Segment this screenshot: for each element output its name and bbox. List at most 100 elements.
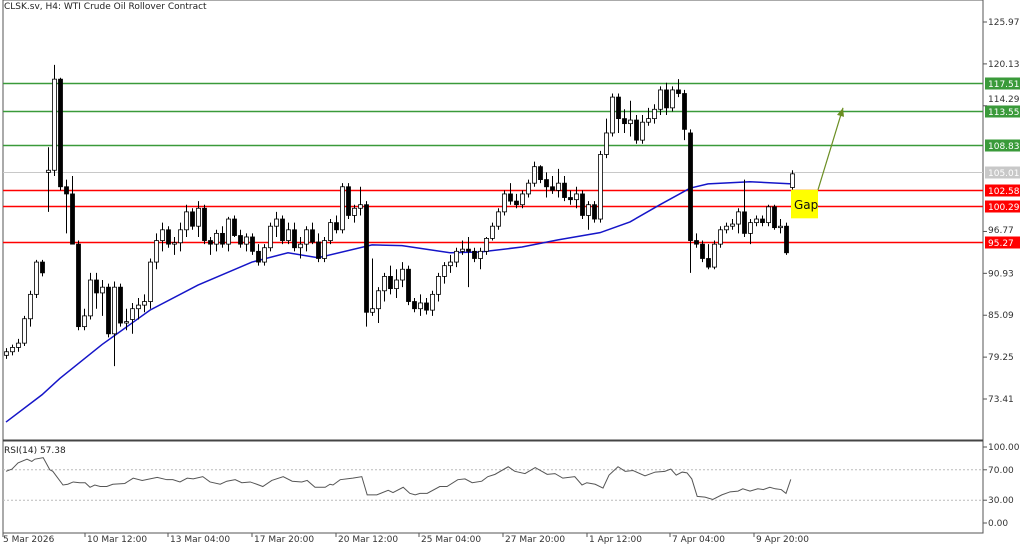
price-tick-label: 85.09 bbox=[988, 311, 1014, 321]
candle-bullish bbox=[370, 308, 375, 313]
candle-bearish bbox=[238, 235, 243, 245]
candle-bullish bbox=[10, 347, 15, 353]
candle-bullish bbox=[748, 222, 753, 234]
candle-bearish bbox=[616, 96, 621, 120]
candle-bullish bbox=[82, 315, 87, 328]
candle-bearish bbox=[166, 229, 171, 245]
price-label: 100.29 bbox=[988, 203, 1020, 213]
rsi-tick-label: 30.00 bbox=[988, 496, 1014, 506]
candle-bearish bbox=[364, 204, 369, 313]
candle-bullish bbox=[520, 193, 525, 206]
candle-bullish bbox=[736, 211, 741, 225]
candle-bullish bbox=[718, 229, 723, 245]
candle-bearish bbox=[292, 229, 297, 249]
time-label: 5 Mar 2026 bbox=[3, 535, 55, 545]
rsi-tick-label: 70.00 bbox=[988, 466, 1014, 476]
price-label: 102.58 bbox=[988, 187, 1020, 197]
price-label-box bbox=[985, 184, 1020, 197]
price-label-box bbox=[985, 77, 1020, 90]
candle-bullish bbox=[502, 193, 507, 213]
candle-bearish bbox=[538, 166, 543, 180]
main-pane-frame bbox=[2, 0, 984, 441]
candle-bullish bbox=[376, 290, 381, 310]
candle-bullish bbox=[490, 225, 495, 239]
candle-bullish bbox=[124, 321, 129, 324]
price-tick-label: 120.13 bbox=[988, 60, 1020, 70]
price-label-box bbox=[985, 200, 1020, 213]
candle-bullish bbox=[358, 204, 363, 209]
candle-bullish bbox=[766, 206, 771, 224]
candle-bearish bbox=[424, 302, 429, 311]
candle-bullish bbox=[298, 243, 303, 249]
candle-bearish bbox=[676, 89, 681, 94]
candle-bearish bbox=[592, 204, 597, 220]
candle-bullish bbox=[148, 261, 153, 302]
candle-bullish bbox=[778, 225, 783, 229]
candle-bullish bbox=[112, 286, 117, 335]
candle-bullish bbox=[160, 229, 165, 241]
candle-bearish bbox=[406, 268, 411, 302]
candle-bearish bbox=[64, 186, 69, 195]
candle-bullish bbox=[154, 240, 159, 263]
candle-bullish bbox=[640, 121, 645, 141]
candle-bullish bbox=[184, 211, 189, 231]
price-tick-label: 125.97 bbox=[988, 18, 1020, 28]
price-label-box bbox=[985, 236, 1020, 249]
candle-bearish bbox=[316, 241, 321, 259]
rsi-tick-label: 0.00 bbox=[988, 519, 1008, 529]
candle-bearish bbox=[58, 78, 63, 188]
candle-bullish bbox=[430, 293, 435, 311]
candle-bearish bbox=[742, 211, 747, 234]
price-label: 105.01 bbox=[988, 169, 1020, 179]
time-label: 1 Apr 12:00 bbox=[589, 535, 642, 545]
candle-bullish bbox=[28, 293, 33, 320]
candle-bullish bbox=[328, 222, 333, 241]
price-label: 108.83 bbox=[988, 142, 1020, 152]
price-label-box bbox=[985, 139, 1020, 152]
candle-bearish bbox=[706, 258, 711, 268]
candle-bullish bbox=[460, 248, 465, 252]
candle-bearish bbox=[388, 276, 393, 290]
candle-bearish bbox=[550, 186, 555, 191]
gap-label: Gap bbox=[794, 198, 818, 212]
candle-bullish bbox=[244, 236, 249, 245]
candle-bullish bbox=[790, 173, 795, 188]
price-tick-label: 90.93 bbox=[988, 269, 1014, 279]
candle-bullish bbox=[478, 250, 483, 259]
candle-bullish bbox=[262, 247, 267, 263]
candle-bullish bbox=[274, 218, 279, 227]
candle-bullish bbox=[394, 279, 399, 290]
candle-bearish bbox=[664, 89, 669, 109]
candle-bullish bbox=[130, 308, 135, 320]
candle-bullish bbox=[484, 238, 489, 252]
candle-bullish bbox=[628, 119, 633, 125]
price-label: 95.27 bbox=[988, 239, 1014, 249]
time-label: 20 Mar 12:00 bbox=[338, 535, 398, 545]
candle-bearish bbox=[562, 182, 567, 198]
candle-bullish bbox=[730, 223, 735, 227]
candle-bullish bbox=[556, 182, 561, 191]
candle-bearish bbox=[106, 286, 111, 335]
time-label: 13 Mar 04:00 bbox=[170, 535, 230, 545]
candle-bullish bbox=[526, 182, 531, 195]
candle-bullish bbox=[46, 169, 51, 173]
candle-bullish bbox=[214, 232, 219, 245]
candle-bearish bbox=[202, 207, 207, 241]
candle-bearish bbox=[256, 250, 261, 263]
candle-bullish bbox=[340, 186, 345, 231]
arrow-head-icon bbox=[837, 107, 844, 117]
rsi-line bbox=[5, 457, 792, 500]
candle-bullish bbox=[670, 89, 675, 109]
candle-bearish bbox=[622, 118, 627, 125]
candle-bullish bbox=[712, 243, 717, 268]
candle-bullish bbox=[100, 286, 105, 294]
candle-bullish bbox=[22, 318, 27, 344]
candle-bullish bbox=[88, 279, 93, 317]
price-tick-label: 73.41 bbox=[988, 395, 1014, 405]
time-label: 25 Mar 04:00 bbox=[421, 535, 481, 545]
candle-bullish bbox=[646, 118, 651, 123]
price-label: 117.51 bbox=[988, 80, 1020, 90]
candle-bullish bbox=[136, 304, 141, 310]
candle-bearish bbox=[472, 250, 477, 259]
